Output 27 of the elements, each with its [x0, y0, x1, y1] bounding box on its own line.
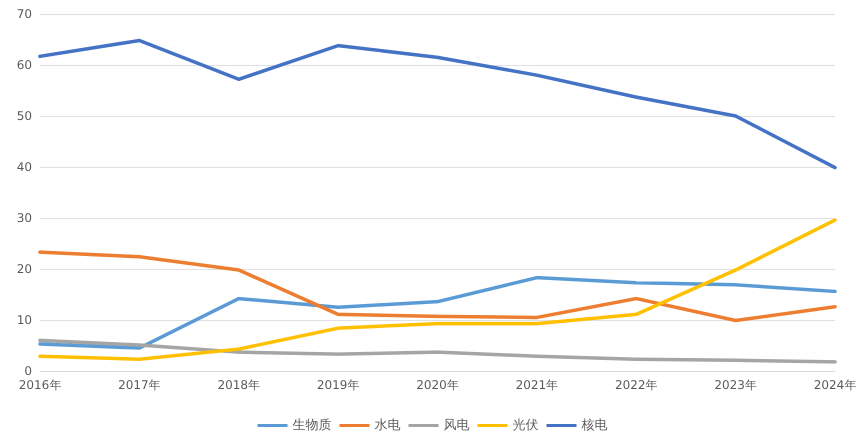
- legend-label: 水电: [374, 418, 400, 433]
- y-tick-label: 0: [24, 364, 32, 378]
- x-tick-label: 2020年: [416, 378, 459, 392]
- line-series: [38, 338, 837, 364]
- legend-label: 光伏: [512, 418, 538, 433]
- line-series: [38, 276, 837, 350]
- x-tick-label: 2016年: [18, 378, 62, 392]
- line-series: [38, 250, 837, 322]
- x-tick-label: 2018年: [217, 378, 260, 392]
- y-tick-label: 70: [16, 7, 32, 21]
- x-tick-label: 2022年: [614, 378, 658, 392]
- y-tick-label: 30: [16, 211, 32, 225]
- y-tick-label: 20: [16, 262, 32, 276]
- y-tick-label: 40: [16, 160, 32, 174]
- x-tick-label: 2024年: [814, 378, 856, 392]
- line-series: [38, 218, 837, 362]
- legend-label: 生物质: [292, 418, 332, 433]
- y-tick-label: 60: [16, 58, 32, 72]
- x-tick-label: 2023年: [714, 378, 757, 392]
- y-tick-label: 50: [16, 109, 32, 123]
- x-tick-label: 2017年: [118, 378, 161, 392]
- y-tick-label: 10: [16, 313, 32, 327]
- legend-label: 核电: [580, 418, 608, 433]
- x-tick-label: 2021年: [516, 378, 558, 392]
- legend-label: 风电: [444, 418, 470, 433]
- line-series: [38, 38, 837, 170]
- x-tick-label: 2019年: [316, 378, 360, 392]
